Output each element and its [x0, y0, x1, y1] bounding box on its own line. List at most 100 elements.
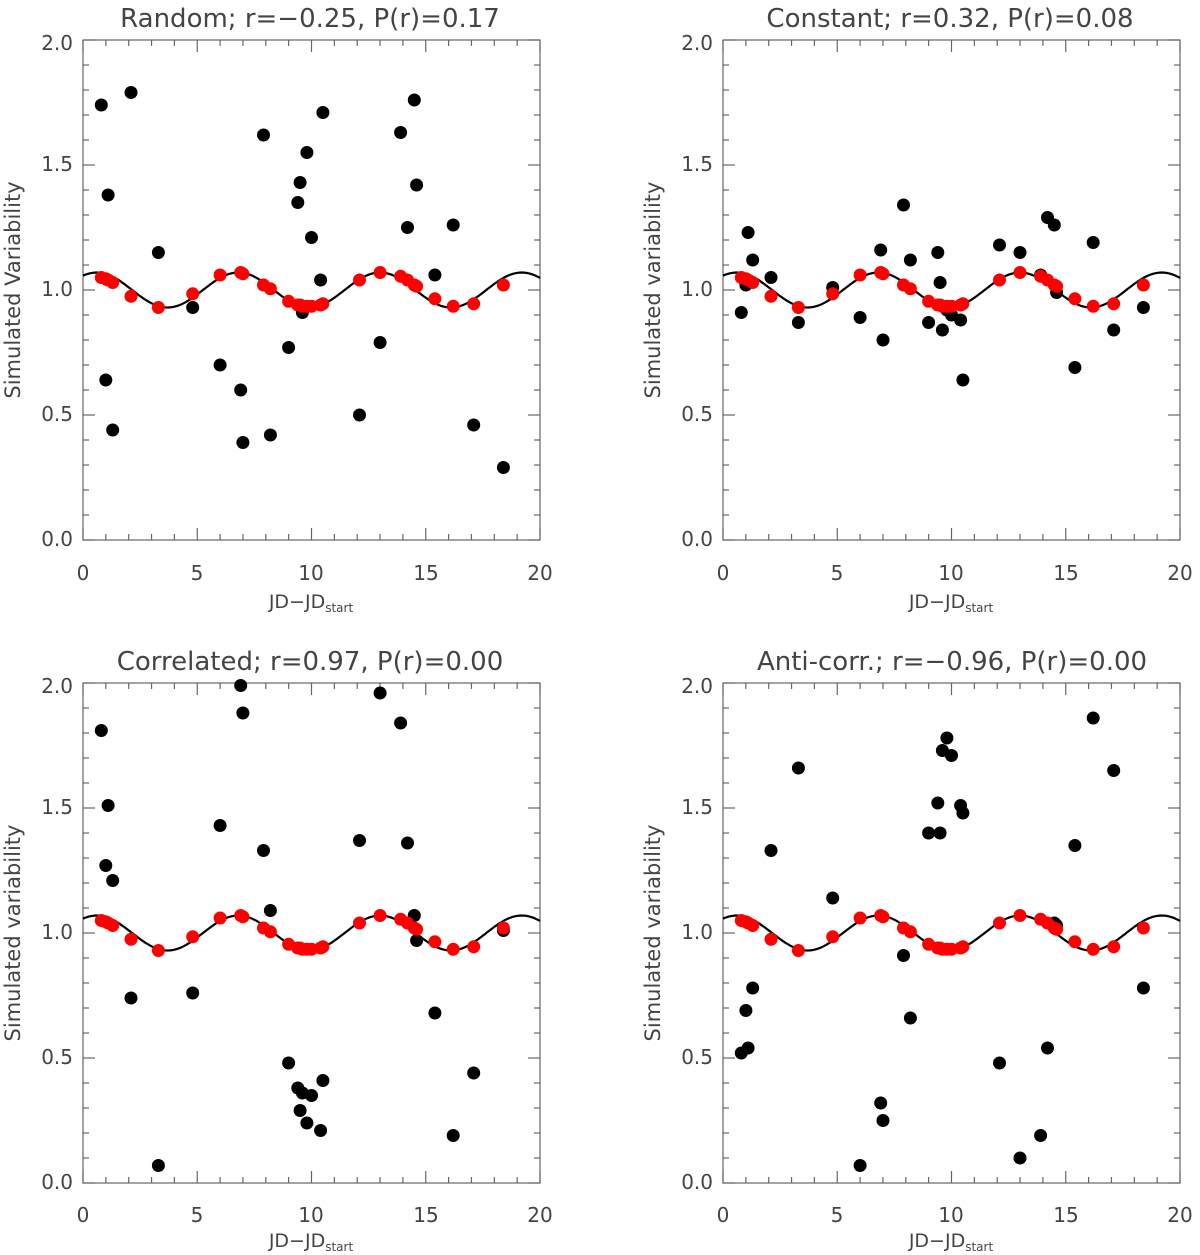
data-point-black — [263, 428, 277, 442]
data-point-black — [741, 226, 755, 239]
data-point-black — [935, 323, 949, 337]
panel-title: Correlated; r=0.97, P(r)=0.00 — [117, 647, 504, 677]
data-point-black — [305, 1089, 318, 1102]
x-tick-label: 20 — [1167, 561, 1192, 585]
data-point-black — [213, 358, 227, 372]
data-point-black — [931, 796, 945, 810]
data-point-red — [1086, 942, 1100, 956]
data-point-black — [954, 313, 968, 327]
data-point-black — [353, 408, 366, 422]
data-point-red — [151, 944, 165, 957]
y-tick-label: 0.5 — [681, 402, 713, 426]
data-point-red — [1107, 297, 1121, 311]
y-tick-label: 0.5 — [681, 1045, 713, 1069]
panel-constant: Constant; r=0.32, P(r)=0.08 0.0 0.5 1.0 … — [641, 4, 1193, 615]
x-tick-labels: 0 5 10 15 20 — [77, 561, 553, 585]
data-point-black — [305, 231, 318, 244]
data-point-black — [186, 301, 200, 314]
data-point-black — [314, 273, 328, 287]
series-black-points — [734, 198, 1150, 387]
data-point-black — [876, 1114, 890, 1127]
data-point-red — [236, 267, 250, 281]
data-point-black — [897, 949, 910, 962]
data-point-red — [353, 916, 366, 930]
x-tick-label: 10 — [938, 561, 963, 585]
x-tick-label: 5 — [191, 1203, 204, 1227]
data-point-black — [410, 934, 424, 947]
data-point-red — [496, 278, 510, 292]
x-axis-label-subscript: start — [325, 1240, 353, 1254]
data-point-red — [263, 282, 277, 296]
data-point-black — [1047, 218, 1061, 232]
data-point-black — [1136, 981, 1150, 995]
series-black-points — [734, 711, 1150, 1172]
data-point-red — [373, 909, 387, 922]
data-point-red — [124, 289, 138, 303]
data-point-black — [300, 1116, 314, 1130]
data-point-red — [956, 940, 970, 954]
data-point-black — [903, 253, 917, 267]
data-point-black — [876, 333, 890, 347]
data-point-red — [428, 292, 442, 306]
data-point-black — [151, 246, 165, 259]
data-point-black — [853, 1159, 867, 1172]
x-tick-label: 10 — [298, 561, 323, 585]
data-point-black — [373, 336, 387, 349]
x-axis-label: JD−JDstart — [268, 1230, 354, 1254]
data-point-red — [446, 299, 460, 313]
x-axis-label-main: JD−JD — [268, 591, 325, 613]
data-point-black — [764, 844, 778, 857]
data-point-black — [293, 176, 307, 189]
data-point-black — [1034, 1129, 1048, 1142]
data-point-black — [791, 761, 805, 775]
y-tick-label: 0.0 — [681, 527, 713, 551]
data-point-black — [291, 196, 305, 209]
data-point-black — [746, 253, 760, 267]
data-point-black — [124, 86, 138, 99]
series-red-points — [94, 266, 510, 314]
x-axis-label: JD−JDstart — [268, 591, 354, 615]
ticks — [722, 39, 1181, 541]
data-point-black — [734, 306, 748, 319]
data-point-black — [282, 1056, 296, 1070]
data-point-black — [410, 178, 424, 192]
data-point-black — [236, 706, 250, 720]
x-axis-label: JD−JDstart — [908, 1230, 994, 1254]
data-point-red — [956, 297, 970, 311]
x-tick-labels: 0 5 10 15 20 — [717, 1203, 1193, 1227]
data-point-black — [428, 1006, 442, 1020]
x-tick-labels: 0 5 10 15 20 — [77, 1203, 553, 1227]
data-point-black — [401, 836, 414, 850]
y-tick-label: 2.0 — [41, 674, 73, 698]
data-point-red — [903, 925, 917, 939]
data-point-black — [931, 246, 945, 259]
data-point-red — [186, 930, 200, 944]
ticks — [82, 682, 541, 1184]
data-point-black — [993, 1056, 1006, 1070]
data-point-red — [993, 916, 1006, 930]
data-point-red — [446, 942, 460, 956]
x-tick-label: 15 — [413, 561, 438, 585]
data-point-black — [99, 859, 113, 872]
y-tick-label: 1.5 — [41, 795, 73, 819]
data-point-red — [151, 301, 165, 314]
data-point-red — [1107, 940, 1121, 954]
data-point-black — [106, 423, 120, 437]
data-point-black — [853, 311, 867, 324]
data-point-red — [373, 266, 387, 279]
x-axis-label-subscript: start — [965, 1240, 993, 1254]
data-point-black — [257, 128, 270, 142]
data-point-black — [234, 383, 248, 397]
data-point-red — [496, 921, 510, 935]
data-point-black — [316, 106, 330, 119]
data-point-black — [764, 271, 778, 284]
x-axis-label-subscript: start — [325, 601, 353, 615]
data-point-black — [394, 716, 408, 730]
data-point-red — [467, 940, 481, 954]
y-axis-label: Simulated variability — [1, 825, 25, 1042]
data-point-black — [496, 461, 510, 474]
x-tick-labels: 0 5 10 15 20 — [717, 561, 1193, 585]
x-tick-label: 15 — [1053, 561, 1078, 585]
data-point-black — [314, 1124, 328, 1137]
